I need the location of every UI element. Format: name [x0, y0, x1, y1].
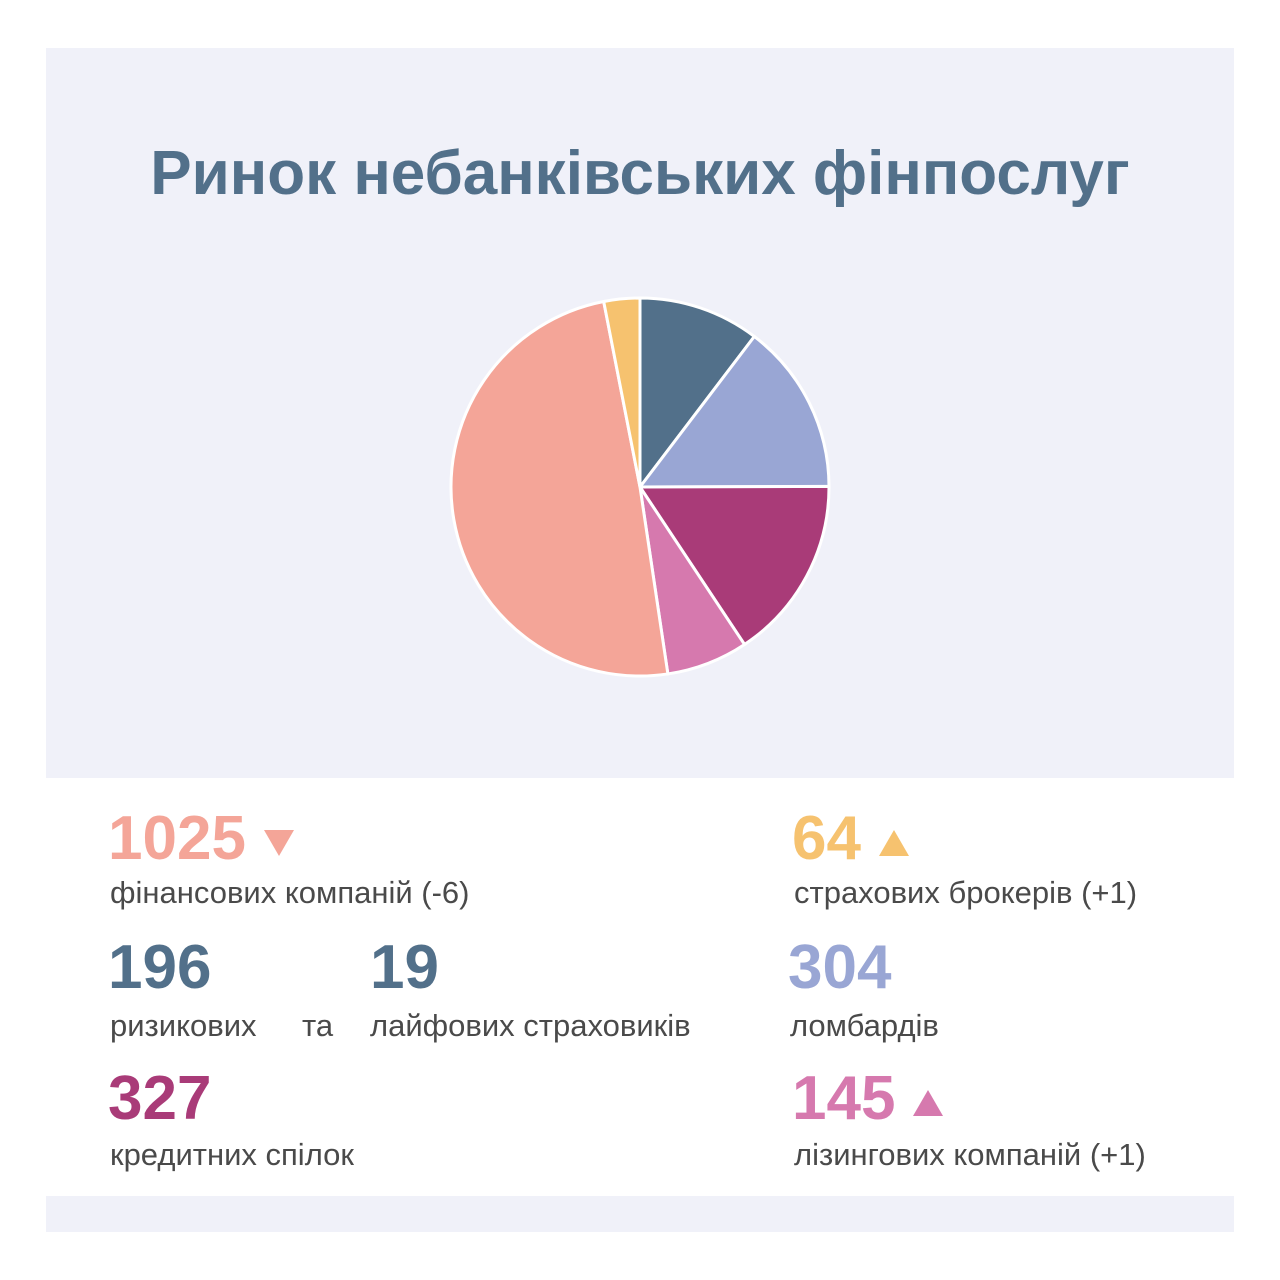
stat-finance: 1025	[108, 808, 294, 870]
bottom-strip	[46, 1196, 1234, 1232]
pie-slice-1	[638, 334, 831, 489]
brokers-label: страхових брокерів (+1)	[794, 875, 1138, 910]
stat-leasing: 145	[792, 1068, 944, 1130]
pie-slice-4	[449, 300, 670, 678]
credit-label: кредитних спілок	[110, 1137, 354, 1172]
finance-number: 1025	[108, 804, 246, 873]
trend-up-icon	[913, 1089, 944, 1116]
pie-slice-2	[638, 484, 831, 646]
life-number: 19	[370, 933, 439, 1002]
life-label: лайфових страховиків	[370, 1008, 691, 1043]
pie-slice-0	[638, 296, 756, 489]
page-title: Ринок небанківських фінпослуг	[150, 139, 1130, 208]
pawnshops-label: ломбардів	[790, 1008, 939, 1043]
stat-brokers: 64	[792, 808, 909, 870]
risk-number: 196	[108, 933, 212, 1002]
conjunction-label: та	[302, 1008, 334, 1043]
leasing-label: лізингових компаній (+1)	[794, 1137, 1146, 1172]
trend-down-icon	[263, 829, 294, 856]
brokers-number: 64	[792, 804, 861, 873]
pie-slice-5	[602, 296, 642, 489]
credit-number: 327	[108, 1064, 212, 1133]
trend-up-icon	[878, 829, 909, 856]
pawnshops-number: 304	[788, 933, 892, 1002]
leasing-number: 145	[792, 1064, 896, 1133]
risk-label: ризикових	[110, 1008, 257, 1043]
finance-label: фінансових компаній (-6)	[110, 875, 470, 910]
finance-value: 1025	[108, 808, 294, 870]
pie-chart	[449, 296, 831, 678]
